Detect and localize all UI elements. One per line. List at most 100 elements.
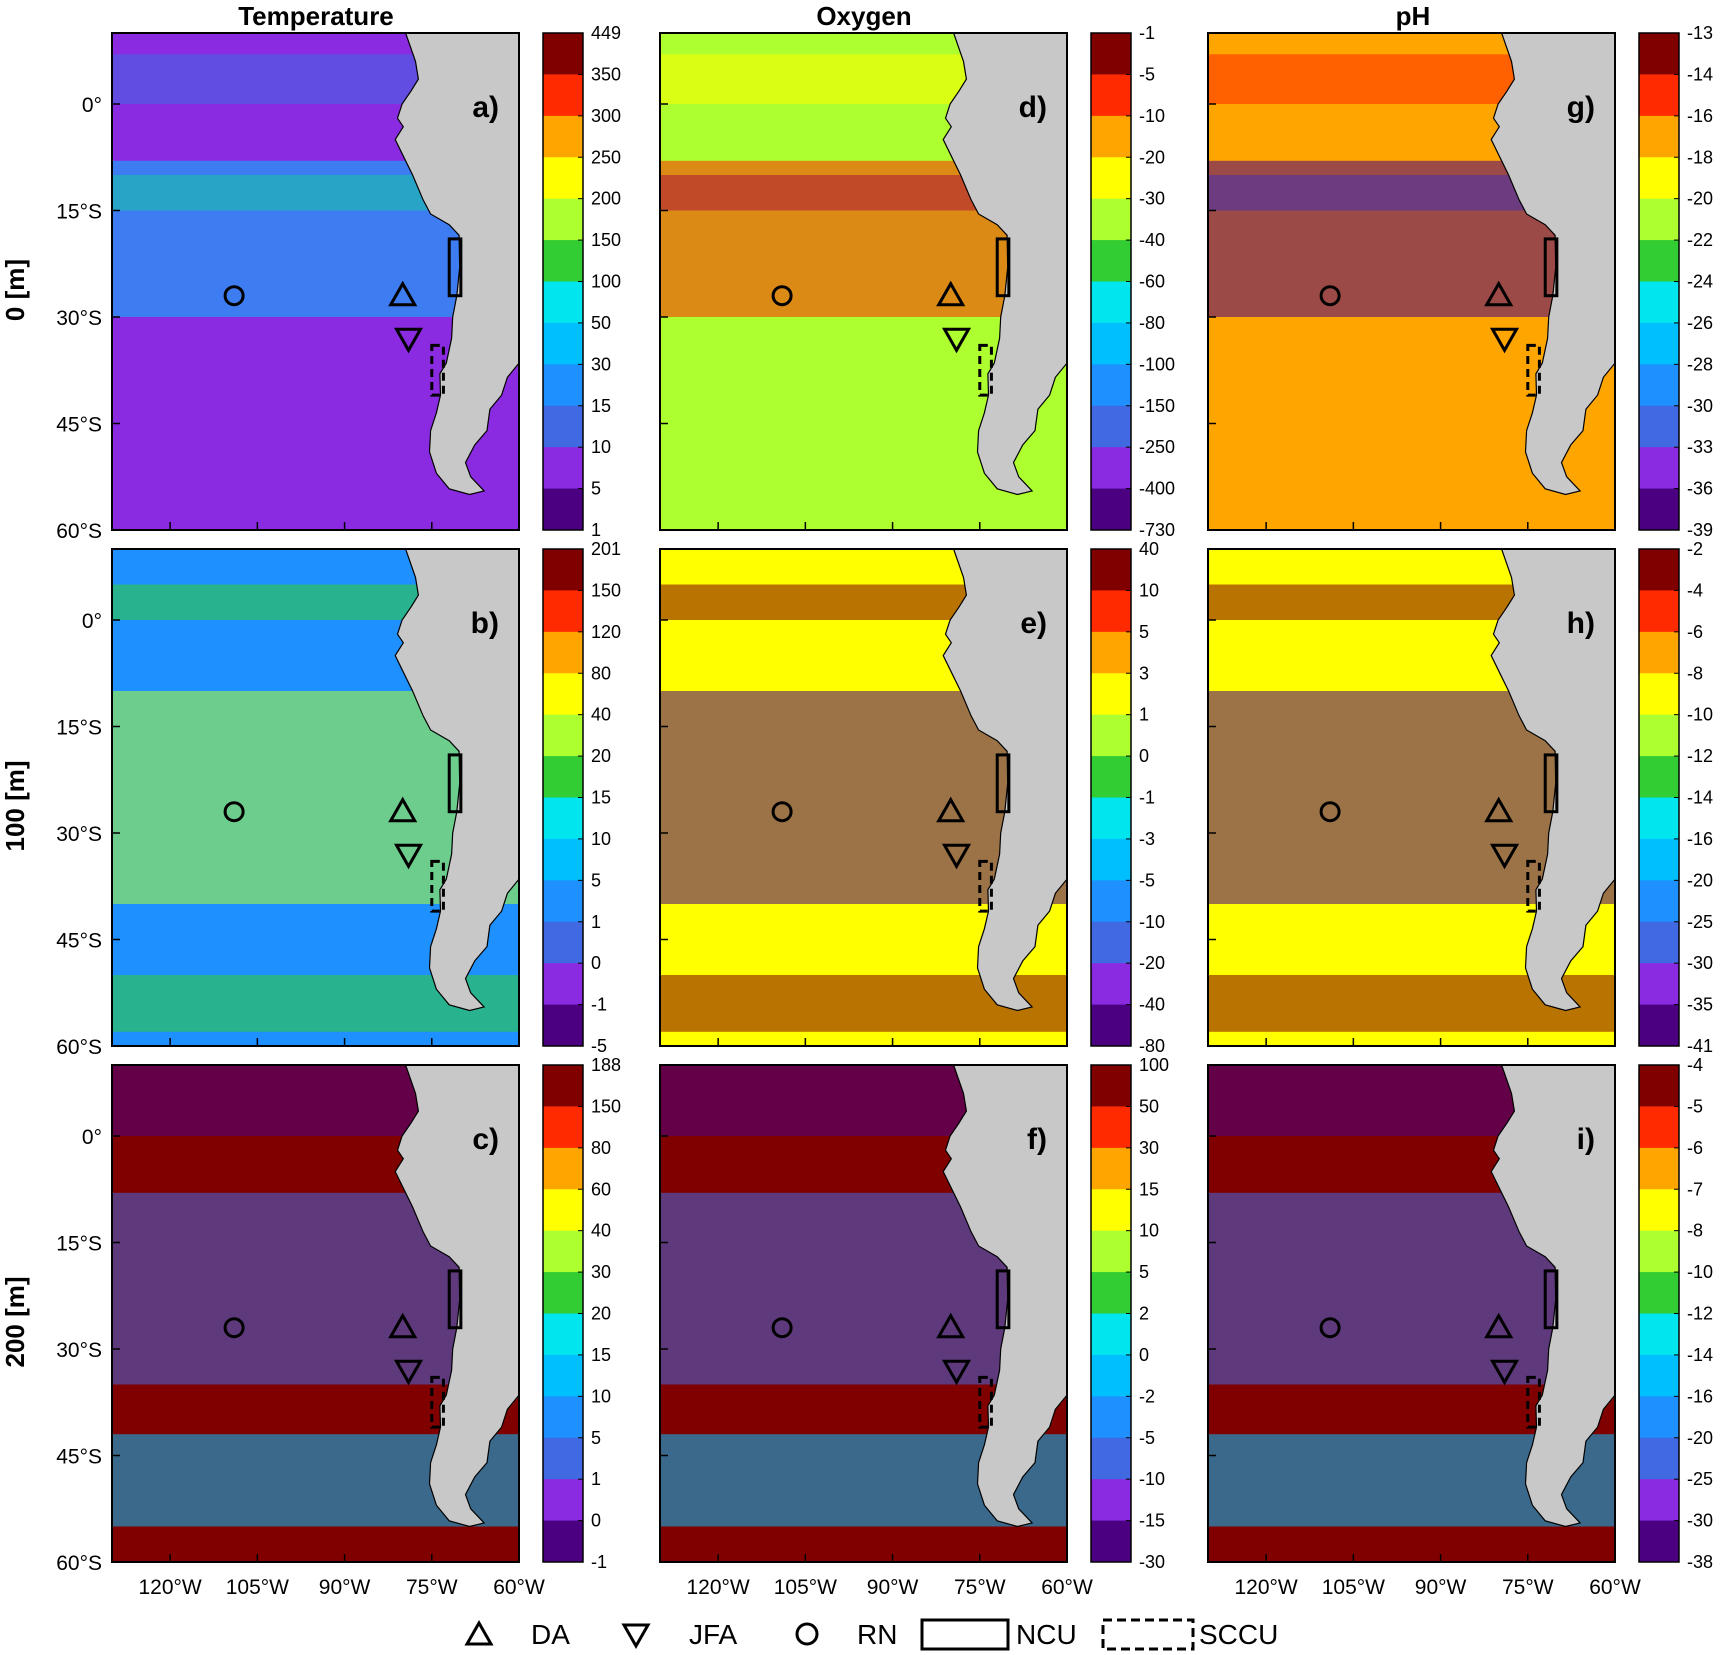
colorbar-segment xyxy=(543,838,583,881)
marker-jfa xyxy=(393,327,424,354)
x-tick-label: 105°W xyxy=(226,1576,289,1599)
marker-jfa xyxy=(393,1359,424,1386)
column-titles: Temperature Oxygen pH xyxy=(238,1,1430,31)
colorbar-segment xyxy=(1091,240,1131,282)
colorbar-segment xyxy=(543,74,583,117)
x-tick-label: 105°W xyxy=(1322,1576,1385,1599)
colorbar-segment xyxy=(543,1313,583,1356)
colorbar-tick-label: -6 xyxy=(1687,622,1703,642)
colorbar-tick-label: -6 xyxy=(1687,1138,1703,1158)
colorbar-segment xyxy=(1639,963,1679,1006)
colorbar-tick-label: -80 xyxy=(1139,313,1165,333)
colorbar-tick-label: 10 xyxy=(1139,1221,1159,1241)
colorbar-tick-label: -730 xyxy=(1139,520,1175,540)
region-ncu xyxy=(995,1269,1011,1330)
panel-c: 0° 15°S 30°S 45°S 60°S 120°W 105°W 90°W 75°W 60°W… xyxy=(56,1055,621,1599)
colorbar-tick-label: -30 xyxy=(1687,1511,1713,1531)
colorbar-tick-label: 3 xyxy=(1139,663,1149,683)
colorbar-segment xyxy=(1639,488,1679,531)
row-title-200m: 200 [m] xyxy=(0,1276,30,1367)
colorbar-tick-label: 1 xyxy=(1139,705,1149,725)
colorbar-segment xyxy=(1639,921,1679,964)
land-mass xyxy=(942,33,1067,496)
y-tick-label: 30°S xyxy=(56,823,102,846)
colorbar-segment xyxy=(543,1272,583,1314)
colorbar-tick-label: -7 xyxy=(1687,1179,1703,1199)
colorbar-tick-label: -150 xyxy=(1139,396,1175,416)
colorbar-segment xyxy=(543,921,583,964)
colorbar-segment xyxy=(543,590,583,633)
x-tick-label: 75°W xyxy=(406,1576,458,1599)
legend-sccu-marker xyxy=(1101,1618,1195,1651)
colorbar-segment xyxy=(1639,1479,1679,1522)
marker-jfa xyxy=(941,327,972,354)
colorbar-tick-label: -20 xyxy=(1687,870,1713,890)
colorbar-segment xyxy=(1639,1106,1679,1149)
colorbar-tick-label: 10 xyxy=(591,829,611,849)
colorbar-tick-label: 60 xyxy=(591,1179,611,1199)
x-tick-label: 90°W xyxy=(1415,1576,1467,1599)
colorbar-tick-label: -40 xyxy=(1139,995,1165,1015)
colorbar-segment xyxy=(1639,447,1679,490)
colorbar-tick-label: -20 xyxy=(1687,1428,1713,1448)
colorbar-segment xyxy=(1639,240,1679,282)
colorbar-tick-label: -5 xyxy=(1687,1096,1703,1116)
region-ncu xyxy=(995,753,1011,814)
colorbar-segment xyxy=(1639,880,1679,923)
marker-jfa xyxy=(941,1359,972,1386)
map-field xyxy=(1208,549,1615,1046)
colorbar-tick-label: -20 xyxy=(1139,953,1165,973)
panel-h: h) -2 -4 -6 -8 -10 -12 -14 -16 -20 -25 -30 -35 -41 xyxy=(1207,539,1713,1056)
region-ncu xyxy=(447,753,463,814)
colorbar-segment xyxy=(1639,714,1679,757)
colorbar-tick-label: -41 xyxy=(1687,1036,1713,1056)
colorbar-segment xyxy=(543,364,583,407)
colorbar-tick-label: 5 xyxy=(591,479,601,499)
colorbar-tick-label: 188 xyxy=(591,1055,621,1075)
map-field xyxy=(660,33,1067,530)
colorbar-tick-label: 0 xyxy=(1139,1345,1149,1365)
colorbar-segment xyxy=(543,714,583,757)
colorbar-segment xyxy=(543,673,583,716)
x-tick-label: 90°W xyxy=(319,1576,371,1599)
colorbar-segment xyxy=(543,1106,583,1149)
region-ncu xyxy=(447,1269,463,1330)
colorbar-tick-label: -400 xyxy=(1139,479,1175,499)
y-tick-label: 15°S xyxy=(56,1233,102,1256)
colorbar-tick-label: 10 xyxy=(591,1386,611,1406)
colorbar-tick-label: -10 xyxy=(1687,1262,1713,1282)
colorbar-tick-label: -20 xyxy=(1687,189,1713,209)
colorbar-segment xyxy=(1639,1437,1679,1480)
colorbar-tick-label: -4 xyxy=(1687,580,1703,600)
x-tick-label: 75°W xyxy=(1502,1576,1554,1599)
colorbar-segment xyxy=(1639,364,1679,407)
colorbar-tick-label: 80 xyxy=(591,1138,611,1158)
colorbar-tick-label: -18 xyxy=(1687,147,1713,167)
colorbar-tick-label: 40 xyxy=(591,705,611,725)
colorbar-tick-label: -60 xyxy=(1139,272,1165,292)
colorbar-tick-label: 350 xyxy=(591,64,621,84)
colorbar-segment xyxy=(1091,1189,1131,1232)
colorbar-tick-label: -35 xyxy=(1687,995,1713,1015)
colorbar-tick-label: 5 xyxy=(591,1428,601,1448)
y-tick-label: 15°S xyxy=(56,201,102,224)
colorbar-tick-label: 0 xyxy=(591,1511,601,1531)
colorbar-tick-label: 15 xyxy=(591,788,611,808)
map-field xyxy=(112,1065,519,1562)
map-field xyxy=(660,1065,1067,1562)
legend-ncu-marker xyxy=(920,1618,1010,1651)
x-tick-label: 105°W xyxy=(774,1576,837,1599)
colorbar-segment xyxy=(1639,1313,1679,1356)
colorbar-tick-label: -1 xyxy=(591,1552,607,1572)
colorbar-tick-label: -250 xyxy=(1139,437,1175,457)
marker-jfa xyxy=(393,843,424,870)
y-tick-label: 60°S xyxy=(56,1552,102,1575)
legend-rn-label: RN xyxy=(857,1619,897,1650)
y-tick-label: 30°S xyxy=(56,307,102,330)
colorbar-tick-label: 2 xyxy=(1139,1304,1149,1324)
colorbar-tick-label: -10 xyxy=(1139,912,1165,932)
land-mass xyxy=(1490,1065,1615,1528)
